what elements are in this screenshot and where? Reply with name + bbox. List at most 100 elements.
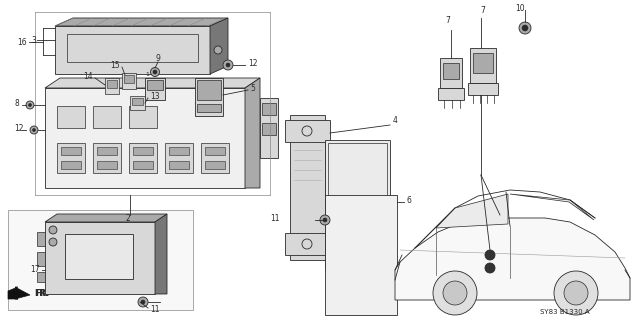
Text: 5: 5 bbox=[250, 84, 255, 92]
Text: 17: 17 bbox=[31, 266, 40, 275]
Circle shape bbox=[32, 129, 36, 132]
Circle shape bbox=[138, 297, 148, 307]
Bar bbox=[169, 161, 189, 169]
Circle shape bbox=[150, 68, 159, 76]
Bar bbox=[107, 80, 117, 88]
Text: 3: 3 bbox=[31, 36, 36, 44]
Bar bbox=[129, 143, 157, 173]
Bar bbox=[133, 147, 153, 155]
Text: 7: 7 bbox=[445, 15, 450, 25]
Bar bbox=[45, 88, 245, 188]
Polygon shape bbox=[510, 194, 594, 220]
Text: 12: 12 bbox=[14, 124, 24, 132]
Circle shape bbox=[554, 271, 598, 315]
Text: 10: 10 bbox=[515, 4, 525, 12]
Bar bbox=[61, 161, 81, 169]
Circle shape bbox=[519, 22, 531, 34]
Bar bbox=[93, 143, 121, 173]
Circle shape bbox=[485, 263, 495, 273]
Text: 7: 7 bbox=[480, 5, 485, 14]
Text: 2: 2 bbox=[125, 213, 131, 222]
Circle shape bbox=[485, 250, 495, 260]
Text: FR.: FR. bbox=[35, 289, 49, 298]
Circle shape bbox=[49, 238, 57, 246]
Bar bbox=[122, 73, 136, 89]
Bar bbox=[147, 80, 163, 90]
Bar bbox=[325, 195, 397, 315]
Circle shape bbox=[433, 271, 477, 315]
Bar bbox=[290, 115, 325, 260]
Bar bbox=[440, 58, 462, 88]
Text: 13: 13 bbox=[150, 92, 160, 100]
Bar bbox=[473, 53, 493, 73]
Bar bbox=[133, 161, 153, 169]
Bar bbox=[285, 120, 330, 142]
Bar bbox=[197, 104, 221, 112]
Bar bbox=[45, 222, 155, 294]
Bar bbox=[55, 26, 210, 74]
Bar bbox=[61, 147, 81, 155]
Bar bbox=[145, 78, 165, 100]
Bar bbox=[8, 210, 193, 310]
Bar bbox=[262, 103, 276, 115]
Polygon shape bbox=[45, 214, 167, 222]
Circle shape bbox=[226, 63, 230, 67]
Text: 11: 11 bbox=[150, 306, 159, 315]
Polygon shape bbox=[155, 214, 167, 294]
Text: SY83 B1330 A: SY83 B1330 A bbox=[540, 309, 590, 315]
Text: 6: 6 bbox=[407, 196, 412, 204]
Polygon shape bbox=[45, 78, 260, 88]
Polygon shape bbox=[245, 78, 260, 188]
Circle shape bbox=[522, 25, 528, 31]
Circle shape bbox=[29, 103, 31, 107]
Bar bbox=[130, 96, 145, 110]
Circle shape bbox=[223, 60, 233, 70]
Bar bbox=[470, 48, 496, 83]
Text: 16: 16 bbox=[17, 37, 27, 46]
Text: FR.: FR. bbox=[34, 289, 48, 298]
Bar bbox=[201, 143, 229, 173]
Bar bbox=[93, 106, 121, 128]
Bar bbox=[195, 78, 223, 116]
Bar bbox=[132, 98, 143, 105]
Bar bbox=[105, 78, 119, 94]
Circle shape bbox=[141, 300, 145, 304]
Bar bbox=[468, 83, 498, 95]
Bar bbox=[124, 75, 134, 83]
Bar bbox=[262, 123, 276, 135]
Bar bbox=[97, 161, 117, 169]
Bar bbox=[165, 143, 193, 173]
Bar bbox=[97, 147, 117, 155]
Bar bbox=[285, 233, 330, 255]
Bar bbox=[325, 140, 390, 270]
Bar bbox=[57, 106, 85, 128]
Circle shape bbox=[320, 215, 330, 225]
Text: 14: 14 bbox=[83, 71, 93, 81]
Polygon shape bbox=[210, 18, 228, 74]
Polygon shape bbox=[8, 287, 30, 299]
Bar bbox=[57, 143, 85, 173]
Bar bbox=[438, 88, 464, 100]
Bar bbox=[328, 143, 387, 267]
Bar bbox=[205, 147, 225, 155]
Polygon shape bbox=[395, 218, 630, 300]
Circle shape bbox=[443, 281, 467, 305]
Circle shape bbox=[323, 218, 327, 222]
Text: 11: 11 bbox=[271, 213, 280, 222]
Bar bbox=[205, 161, 225, 169]
Bar bbox=[260, 98, 278, 158]
Circle shape bbox=[153, 70, 157, 74]
Bar bbox=[443, 63, 459, 79]
Circle shape bbox=[214, 46, 222, 54]
Text: 15: 15 bbox=[110, 60, 120, 69]
Circle shape bbox=[49, 226, 57, 234]
Circle shape bbox=[26, 101, 34, 109]
Bar bbox=[67, 34, 198, 62]
Circle shape bbox=[564, 281, 588, 305]
Bar bbox=[37, 232, 45, 246]
Bar bbox=[65, 234, 133, 279]
Polygon shape bbox=[55, 18, 228, 26]
Circle shape bbox=[30, 126, 38, 134]
Text: 1: 1 bbox=[145, 71, 149, 76]
Text: 8: 8 bbox=[14, 99, 18, 108]
